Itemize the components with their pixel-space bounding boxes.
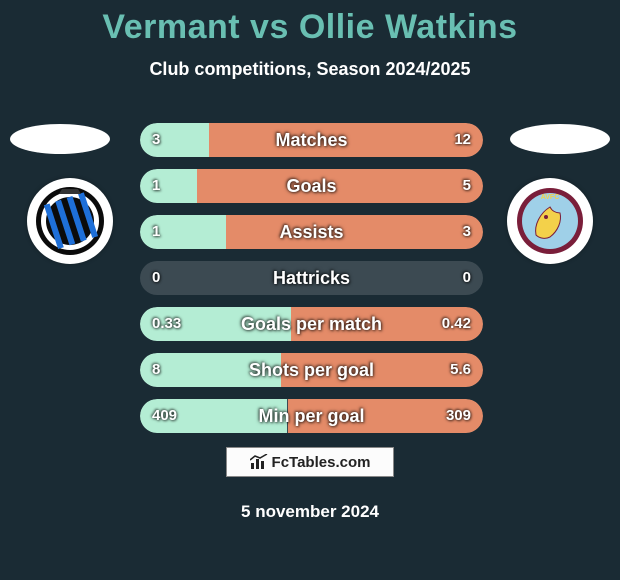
player-left-name: Vermant [102,8,240,46]
stat-track [140,353,483,387]
stat-row: Matches312 [140,123,483,157]
stats-area: Matches312 Goals15 Assists13 Hattricks00 Goa… [140,123,483,445]
stat-bar-right [226,215,483,249]
country-oval-right [510,124,610,154]
club-badge-left [27,178,113,264]
club-badge-right: AVFC [507,178,593,264]
footer-date: 5 november 2024 [0,502,620,522]
watermark: FcTables.com [226,447,394,477]
stat-bar-right [281,353,483,387]
svg-text:AVFC: AVFC [541,194,560,201]
player-right-name: Ollie Watkins [299,8,518,46]
chart-icon [250,454,268,470]
subtitle: Club competitions, Season 2024/2025 [0,59,620,80]
stat-row: Hattricks00 [140,261,483,295]
stat-track [140,307,483,341]
stat-track [140,169,483,203]
stat-track [140,215,483,249]
stat-bar-right [288,399,484,433]
stat-bar-left [140,353,281,387]
stat-row: Min per goal409309 [140,399,483,433]
stat-track [140,261,483,295]
stat-track [140,399,483,433]
club-brugge-icon [35,186,105,256]
watermark-text: FcTables.com [272,454,371,471]
stat-track [140,123,483,157]
stat-row: Shots per goal85.6 [140,353,483,387]
stat-bar-left [140,169,197,203]
vs-separator: vs [240,8,299,46]
stat-bar-left [140,399,287,433]
stat-bar-right [197,169,483,203]
page-title: Vermant vs Ollie Watkins [0,0,620,47]
stat-bar-right [291,307,483,341]
aston-villa-icon: AVFC [516,187,584,255]
stat-row: Assists13 [140,215,483,249]
stat-bar-left [140,215,226,249]
stat-bar-left [140,307,291,341]
stat-bar-left [140,123,209,157]
stat-row: Goals per match0.330.42 [140,307,483,341]
country-oval-left [10,124,110,154]
stat-row: Goals15 [140,169,483,203]
comparison-card: Vermant vs Ollie Watkins Club competitio… [0,0,620,580]
stat-bar-right [209,123,483,157]
